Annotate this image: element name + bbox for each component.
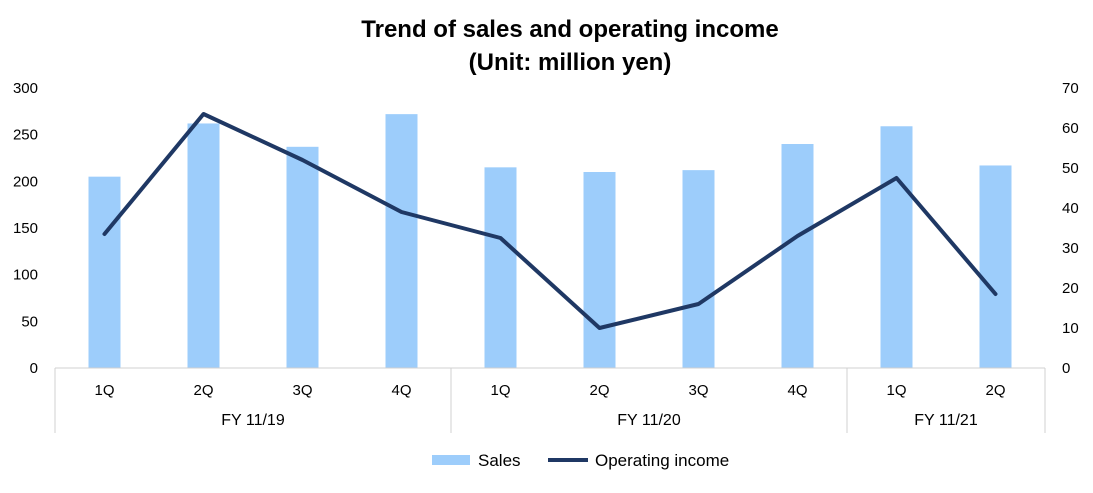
sales-bar-4 — [385, 114, 418, 368]
legend-sales-label: Sales — [478, 451, 521, 470]
sales-bar-6 — [583, 172, 616, 368]
x-category-label: 4Q — [391, 382, 411, 399]
legend-operating-income-label: Operating income — [595, 451, 729, 470]
x-category-label: 2Q — [985, 382, 1005, 399]
left-axis-tick-label: 100 — [13, 267, 38, 284]
right-axis-tick-label: 20 — [1062, 280, 1079, 297]
chart-title-line-2: (Unit: million yen) — [469, 49, 672, 76]
operating-income-series-line — [102, 112, 998, 330]
right-axis-tick-label: 0 — [1062, 360, 1070, 377]
x-group-label: FY 11/20 — [617, 412, 681, 429]
sales-bar-1 — [88, 176, 121, 368]
chart-legend: Sales Operating income — [432, 451, 729, 470]
chart-axes: 0 50 100 150 200 250 300 0 10 20 30 40 50 60 70 1Q 2Q 3Q 4… — [13, 80, 1079, 433]
right-axis-tick-label: 10 — [1062, 320, 1079, 337]
x-group-label: FY 11/21 — [914, 412, 978, 429]
right-axis-tick-label: 60 — [1062, 120, 1079, 137]
x-category-label: 1Q — [490, 382, 510, 399]
sales-bar-10 — [979, 165, 1012, 368]
x-category-label: 2Q — [589, 382, 609, 399]
left-axis-tick-label: 300 — [13, 80, 38, 97]
right-axis-tick-label: 50 — [1062, 160, 1079, 177]
right-axis-tick-label: 40 — [1062, 200, 1079, 217]
sales-bar-7 — [682, 170, 715, 368]
operating-income-line — [102, 112, 998, 330]
right-axis-tick-label: 70 — [1062, 80, 1079, 97]
x-category-label: 1Q — [886, 382, 906, 399]
sales-bar-9 — [880, 126, 913, 369]
left-axis-tick-label: 200 — [13, 173, 38, 190]
x-category-label: 3Q — [292, 382, 312, 399]
legend-sales-swatch — [432, 455, 470, 465]
chart-title-line-1: Trend of sales and operating income — [361, 16, 778, 43]
sales-bar-5 — [484, 167, 517, 368]
sales-bars — [88, 114, 1012, 369]
left-axis-tick-label: 0 — [30, 360, 38, 377]
x-category-label: 4Q — [787, 382, 807, 399]
x-group-label: FY 11/19 — [221, 412, 285, 429]
x-category-label: 1Q — [94, 382, 114, 399]
x-category-label: 3Q — [688, 382, 708, 399]
sales-bar-2 — [187, 123, 220, 368]
left-axis-tick-label: 250 — [13, 127, 38, 144]
left-axis-tick-label: 150 — [13, 220, 38, 237]
right-axis-tick-label: 30 — [1062, 240, 1079, 257]
x-category-label: 2Q — [193, 382, 213, 399]
left-axis-tick-label: 50 — [21, 313, 38, 330]
sales-bar-8 — [781, 144, 814, 368]
sales-bar-3 — [286, 146, 319, 368]
